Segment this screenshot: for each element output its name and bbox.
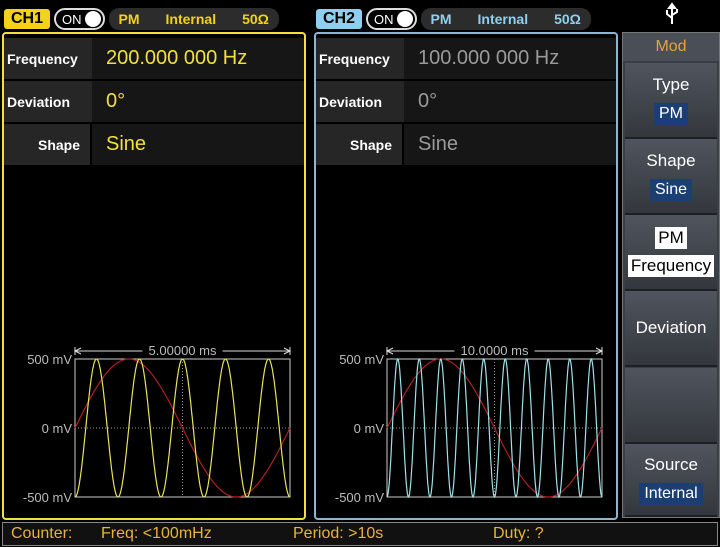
param-label: Deviation <box>4 81 93 122</box>
waveform <box>74 358 291 498</box>
param-label: Frequency <box>316 38 405 79</box>
menu-button[interactable]: Deviation <box>625 291 717 367</box>
span-ends <box>385 347 604 355</box>
param-label: Shape <box>4 124 90 165</box>
status-bar: Counter: Freq: <100mHz Period: >10s Duty… <box>2 522 718 546</box>
mod-source: Internal <box>477 11 529 27</box>
mod-mode: PM <box>118 11 140 27</box>
param-value: Sine <box>92 124 304 165</box>
channel-header: CH2 ON PM Internal 50Ω <box>316 7 591 31</box>
output-toggle[interactable]: ON <box>366 8 417 30</box>
param-row[interactable]: Deviation 0° <box>4 81 304 123</box>
status-freq: Freq: <100mHz <box>101 525 212 542</box>
channel-label: CH2 <box>316 9 363 29</box>
channel-panel: Frequency 200.000 000 Hz Deviation 0° Shape S… <box>2 32 306 520</box>
param-value: 100.000 000 Hz <box>404 38 616 79</box>
load: 50Ω <box>554 11 581 27</box>
menu-value: Sine <box>649 179 693 201</box>
param-label: Shape <box>316 124 402 165</box>
menu-label: PM <box>655 227 687 249</box>
toggle-text: ON <box>62 11 82 27</box>
mod-source: Internal <box>165 11 217 27</box>
param-label: Deviation <box>316 81 405 122</box>
menu-button[interactable]: PM Frequency <box>625 215 717 291</box>
level-label: 500 mV <box>339 352 384 367</box>
usb-icon <box>666 2 678 24</box>
channel-header: CH1 ON PM Internal 50Ω <box>4 7 279 31</box>
time-scale: 5.00000 ms <box>149 343 217 358</box>
time-scale: 10.0000 ms <box>461 343 529 358</box>
time-bg <box>142 343 223 357</box>
level-label: -500 mV <box>23 490 72 505</box>
level-label: 500 mV <box>27 352 72 367</box>
param-row[interactable]: Shape Sine <box>4 124 304 166</box>
scope: 10.0000 ms 500 mV 0 mV -500 mV <box>335 343 604 505</box>
menu-label: Shape <box>646 151 696 170</box>
time-bg <box>454 343 535 357</box>
level-label: 0 mV <box>42 421 73 436</box>
menu-button[interactable]: Shape Sine <box>625 139 717 215</box>
scope: 5.00000 ms 500 mV 0 mV -500 mV <box>23 343 292 505</box>
channel-panel: Frequency 100.000 000 Hz Deviation 0° Shape S… <box>314 32 618 520</box>
waveform <box>386 357 603 499</box>
status-period: Period: >10s <box>293 525 384 542</box>
menu-button[interactable] <box>625 368 717 444</box>
menu-label: Source <box>644 454 698 474</box>
menu-button[interactable]: Source Internal <box>625 444 717 517</box>
span-ends <box>73 347 292 355</box>
menu-label: Type <box>652 75 690 94</box>
channel-label: CH1 <box>4 9 51 29</box>
load: 50Ω <box>242 11 269 27</box>
menu-value: PM <box>654 103 688 125</box>
level-label: 0 mV <box>354 421 385 436</box>
param-row[interactable]: Frequency 100.000 000 Hz <box>316 38 616 80</box>
param-value: 0° <box>92 81 304 122</box>
output-toggle[interactable]: ON <box>54 8 105 30</box>
param-row[interactable]: Shape Sine <box>316 124 616 166</box>
menu-button[interactable]: Type PM <box>625 63 717 139</box>
mod-mode: PM <box>430 11 452 27</box>
status-counter: Counter: <box>11 525 73 542</box>
level-label: -500 mV <box>335 490 384 505</box>
channel-info: PM Internal 50Ω <box>420 8 591 30</box>
param-value: Sine <box>404 124 616 165</box>
menu-value: Frequency <box>627 255 715 277</box>
channel-info: PM Internal 50Ω <box>108 8 279 30</box>
waveform <box>386 358 603 498</box>
menu-value: Internal <box>639 482 703 505</box>
param-value: 0° <box>404 81 616 122</box>
param-row[interactable]: Deviation 0° <box>316 81 616 123</box>
status-duty: Duty: ? <box>493 525 544 542</box>
param-row[interactable]: Frequency 200.000 000 Hz <box>4 38 304 80</box>
waveform <box>74 358 291 498</box>
menu-title: Mod <box>623 33 719 61</box>
toggle-text: ON <box>374 11 394 27</box>
menu-label: Deviation <box>635 318 707 337</box>
param-value: 200.000 000 Hz <box>92 38 304 79</box>
soft-menu: Mod Type PM Shape Sine PM Frequency Deviation S… <box>622 32 720 518</box>
toggle-knob <box>396 11 413 27</box>
toggle-knob <box>84 11 101 27</box>
param-label: Frequency <box>4 38 93 79</box>
